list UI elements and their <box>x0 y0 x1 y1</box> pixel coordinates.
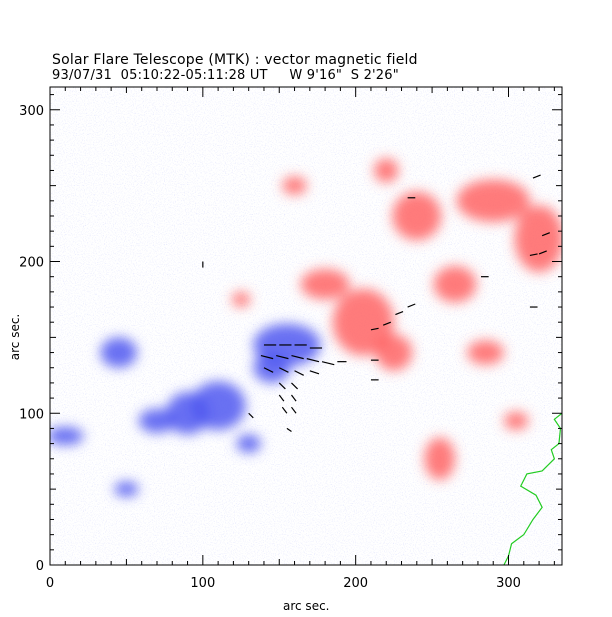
plot-title: Solar Flare Telescope (MTK) : vector mag… <box>52 52 418 68</box>
field-vector <box>407 303 416 308</box>
plot-frame <box>49 86 563 566</box>
negative-polarity-region <box>100 337 138 368</box>
green-contour-line <box>503 412 562 565</box>
negative-polarity-region <box>50 426 84 446</box>
field-vector <box>291 382 299 390</box>
field-vector <box>382 321 392 326</box>
positive-polarity-region <box>424 437 456 481</box>
positive-polarity-region <box>374 158 399 183</box>
field-vector <box>370 327 379 331</box>
positive-polarity-region <box>375 334 413 371</box>
positive-polarity-region <box>514 205 562 273</box>
field-vector <box>263 367 274 373</box>
field-vector <box>291 355 304 360</box>
field-vector <box>538 250 547 255</box>
field-vector <box>286 427 292 432</box>
positive-polarity-region <box>231 291 251 308</box>
negative-polarity-region <box>114 481 139 497</box>
negative-polarity-region <box>138 408 176 433</box>
positive-polarity-region <box>332 288 394 356</box>
positive-polarity-region <box>503 411 529 430</box>
y-tick-label: 100 <box>19 407 44 422</box>
field-vector <box>278 394 285 402</box>
field-vector <box>278 382 286 390</box>
y-tick-label: 0 <box>36 559 44 574</box>
field-vector <box>541 232 550 237</box>
field-vector <box>395 311 404 316</box>
field-vector <box>276 355 289 360</box>
field-vector <box>529 253 538 257</box>
field-vector <box>321 361 335 366</box>
y-tick-label: 200 <box>19 256 44 271</box>
positive-polarity-region <box>456 179 530 223</box>
x-axis-label: arc sec. <box>283 599 330 613</box>
y-tick-label: 300 <box>19 104 44 119</box>
axis-ticks: 0 100 200 300 0 100 200 300 <box>19 87 562 591</box>
field-vector <box>294 370 304 376</box>
positive-polarity-layer <box>231 158 562 481</box>
positive-polarity-region <box>300 269 350 300</box>
x-tick-label: 200 <box>343 576 368 591</box>
positive-polarity-region <box>467 340 504 365</box>
field-vector <box>291 406 297 414</box>
field-vector <box>281 406 288 414</box>
positive-polarity-region <box>392 191 442 241</box>
field-vector <box>260 355 274 360</box>
plot-subtitle: 93/07/31 05:10:22-05:11:28 UT W 9'16" S … <box>52 68 399 83</box>
negative-polarity-region <box>166 392 209 435</box>
negative-polarity-region <box>236 434 261 453</box>
field-vector <box>291 394 297 402</box>
field-vector <box>248 412 254 419</box>
field-vector <box>306 358 320 363</box>
positive-polarity-region <box>433 266 477 303</box>
negative-polarity-region <box>253 352 290 383</box>
field-vector <box>532 174 541 179</box>
positive-polarity-region <box>282 176 307 195</box>
x-tick-label: 100 <box>190 576 215 591</box>
field-vectors <box>202 174 550 432</box>
x-tick-label: 300 <box>496 576 521 591</box>
x-tick-label: 0 <box>46 576 54 591</box>
field-vector <box>309 370 320 375</box>
field-vector <box>278 367 289 373</box>
